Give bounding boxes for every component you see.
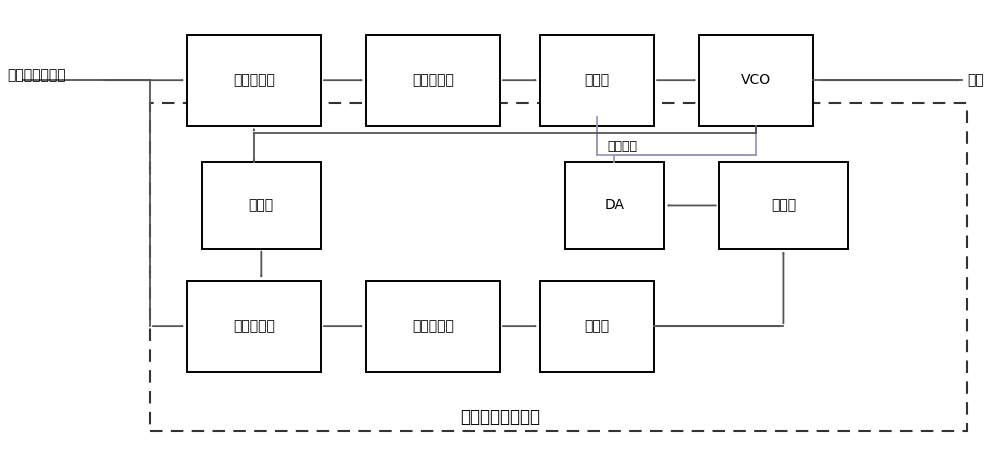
Bar xyxy=(719,162,848,249)
Bar xyxy=(699,35,813,126)
Bar xyxy=(540,35,654,126)
Bar xyxy=(150,103,967,431)
Text: 第二鉴相器: 第二鉴相器 xyxy=(233,319,275,333)
Bar xyxy=(540,281,654,372)
Text: 第一鉴相器: 第一鉴相器 xyxy=(233,73,275,87)
Text: 移相器: 移相器 xyxy=(249,198,274,213)
Text: 扫描电压: 扫描电压 xyxy=(607,140,637,153)
Text: 比较器: 比较器 xyxy=(584,319,610,333)
Bar xyxy=(366,281,500,372)
Bar xyxy=(202,162,321,249)
Text: DA: DA xyxy=(604,198,624,213)
Text: 低通滤波器: 低通滤波器 xyxy=(412,319,454,333)
Bar xyxy=(565,162,664,249)
Text: 扫描电压生成电路: 扫描电压生成电路 xyxy=(460,408,540,426)
Text: 加法器: 加法器 xyxy=(584,73,610,87)
Text: VCO: VCO xyxy=(741,73,771,87)
Text: 弱载波信号输入: 弱载波信号输入 xyxy=(8,69,66,83)
Text: 环路滤波器: 环路滤波器 xyxy=(412,73,454,87)
Text: 控制器: 控制器 xyxy=(771,198,796,213)
Text: 输出: 输出 xyxy=(967,73,984,87)
Bar xyxy=(366,35,500,126)
Bar xyxy=(187,281,321,372)
Bar xyxy=(187,35,321,126)
